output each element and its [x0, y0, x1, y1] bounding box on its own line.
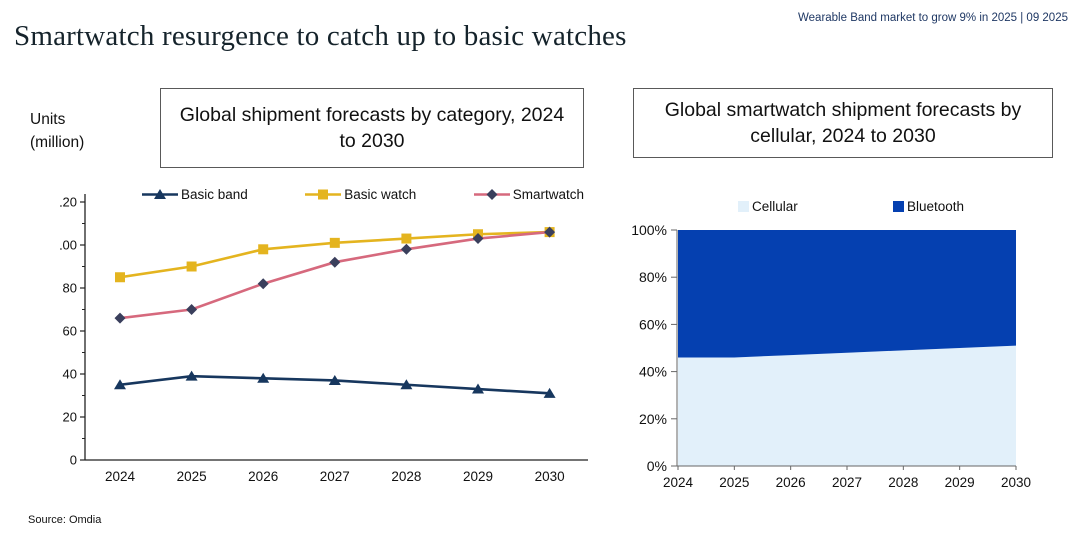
x-axis-tick-label: 2024 [105, 469, 136, 484]
data-point-basic-watch [258, 244, 269, 255]
legend-label: Cellular [752, 199, 798, 214]
legend-item-basic-band: Basic band [142, 187, 248, 202]
data-point-smartwatch [186, 304, 198, 315]
x-axis-tick-label: 2027 [832, 475, 862, 490]
x-axis-tick-label: 2025 [719, 475, 749, 490]
x-axis-tick-label: 2029 [945, 475, 975, 490]
data-point-basic-band [114, 379, 126, 390]
x-axis-tick-label: 2030 [1001, 475, 1031, 490]
x-axis-tick-label: 2025 [177, 469, 207, 484]
x-axis-tick-label: 2024 [663, 475, 694, 490]
source-note: Source: Omdia [28, 514, 102, 526]
y-axis-tick-label: 20% [639, 411, 667, 427]
legend-label: Bluetooth [906, 199, 964, 214]
legend-item-basic-watch: Basic watch [305, 187, 416, 202]
x-axis-tick-label: 2028 [888, 475, 918, 490]
data-point-basic-watch [329, 237, 340, 248]
data-point-basic-band [543, 387, 556, 398]
x-axis-tick-label: 2027 [320, 469, 350, 484]
legend-swatch-bluetooth [892, 201, 904, 212]
data-point-basic-watch [115, 272, 125, 283]
left-chart-title: Global shipment forecasts by category, 2… [179, 103, 565, 152]
data-point-smartwatch [329, 256, 341, 268]
data-point-basic-band [400, 379, 413, 390]
data-point-basic-watch [318, 189, 329, 200]
axes [84, 194, 588, 461]
y-axis-tick-label: 120 [60, 195, 77, 210]
legend-swatch-smartwatch [473, 189, 510, 200]
y-axis-tick-label: 0% [647, 458, 667, 474]
data-point-basic-band [257, 372, 270, 383]
right-chart-title-box: Global smartwatch shipment forecasts by … [633, 88, 1053, 158]
x-axis-tick-label: 2026 [248, 469, 278, 484]
left-chart-title-box: Global shipment forecasts by category, 2… [160, 88, 584, 168]
data-point-smartwatch [400, 243, 412, 255]
legend-label: Basic band [181, 187, 248, 202]
y-axis-units-label: Units (million) [30, 108, 84, 155]
page-title: Smartwatch resurgence to catch up to bas… [14, 20, 627, 52]
data-point-smartwatch [486, 189, 498, 200]
legend-label: Basic watch [344, 187, 417, 202]
header-note: Wearable Band market to grow 9% in 2025 … [798, 12, 1068, 24]
y-axis-tick-label: 40 [63, 367, 77, 382]
data-point-basic-band [185, 370, 198, 381]
data-point-basic-band [328, 374, 341, 385]
y-axis-tick-label: 100 [60, 238, 77, 253]
legend-item-cellular: Cellular [738, 199, 798, 214]
data-point-smartwatch [257, 278, 269, 290]
legend-item-smartwatch: Smartwatch [473, 187, 584, 202]
left-chart-legend: Basic band Basic watch Smartwatch [142, 187, 584, 202]
y-axis-tick-label: 80 [63, 281, 77, 296]
x-axis-tick-label: 2026 [776, 475, 806, 490]
x-axis-tick-label: 2030 [535, 469, 565, 484]
x-axis-tick-label: 2029 [463, 469, 493, 484]
units-label-line1: Units [30, 111, 66, 128]
units-label-line2: (million) [30, 134, 85, 152]
right-chart-title: Global smartwatch shipment forecasts by … [664, 98, 1022, 147]
legend-swatch-basic-watch [305, 189, 342, 200]
y-axis-tick-label: 20 [63, 410, 77, 425]
area-cellular [678, 345, 1016, 466]
y-axis-tick-label: 60% [639, 316, 667, 332]
line-chart: 0 20 40 60 80 100 120 2024 2025 2026 2027 2028 2029 2… [60, 194, 588, 484]
stacked-area-chart: 0% 20% 40% 60% 80% 100% 2024 2025 2026 2027 2028 20… [631, 222, 1031, 490]
right-chart-legend: Cellular Bluetooth [738, 199, 964, 214]
y-axis-tick-label: 80% [639, 269, 667, 285]
y-axis-tick-label: 40% [639, 364, 667, 380]
data-point-basic-band [472, 383, 484, 394]
data-point-smartwatch [472, 233, 484, 245]
data-point-basic-band [154, 189, 166, 199]
y-axis-tick-label: 0 [70, 453, 77, 468]
data-point-basic-watch [401, 233, 412, 244]
legend-swatch-basic-band [142, 189, 178, 199]
y-axis-tick-label: 60 [63, 324, 77, 339]
data-point-smartwatch [544, 226, 556, 238]
x-axis-tick-label: 2028 [391, 469, 421, 484]
legend-item-bluetooth: Bluetooth [892, 199, 964, 214]
data-point-smartwatch [114, 312, 126, 324]
area-bluetooth [678, 230, 1016, 358]
data-point-basic-watch [186, 261, 197, 272]
legend-swatch-cellular [738, 201, 749, 212]
y-axis-tick-label: 100% [631, 222, 667, 238]
legend-label: Smartwatch [512, 187, 584, 202]
